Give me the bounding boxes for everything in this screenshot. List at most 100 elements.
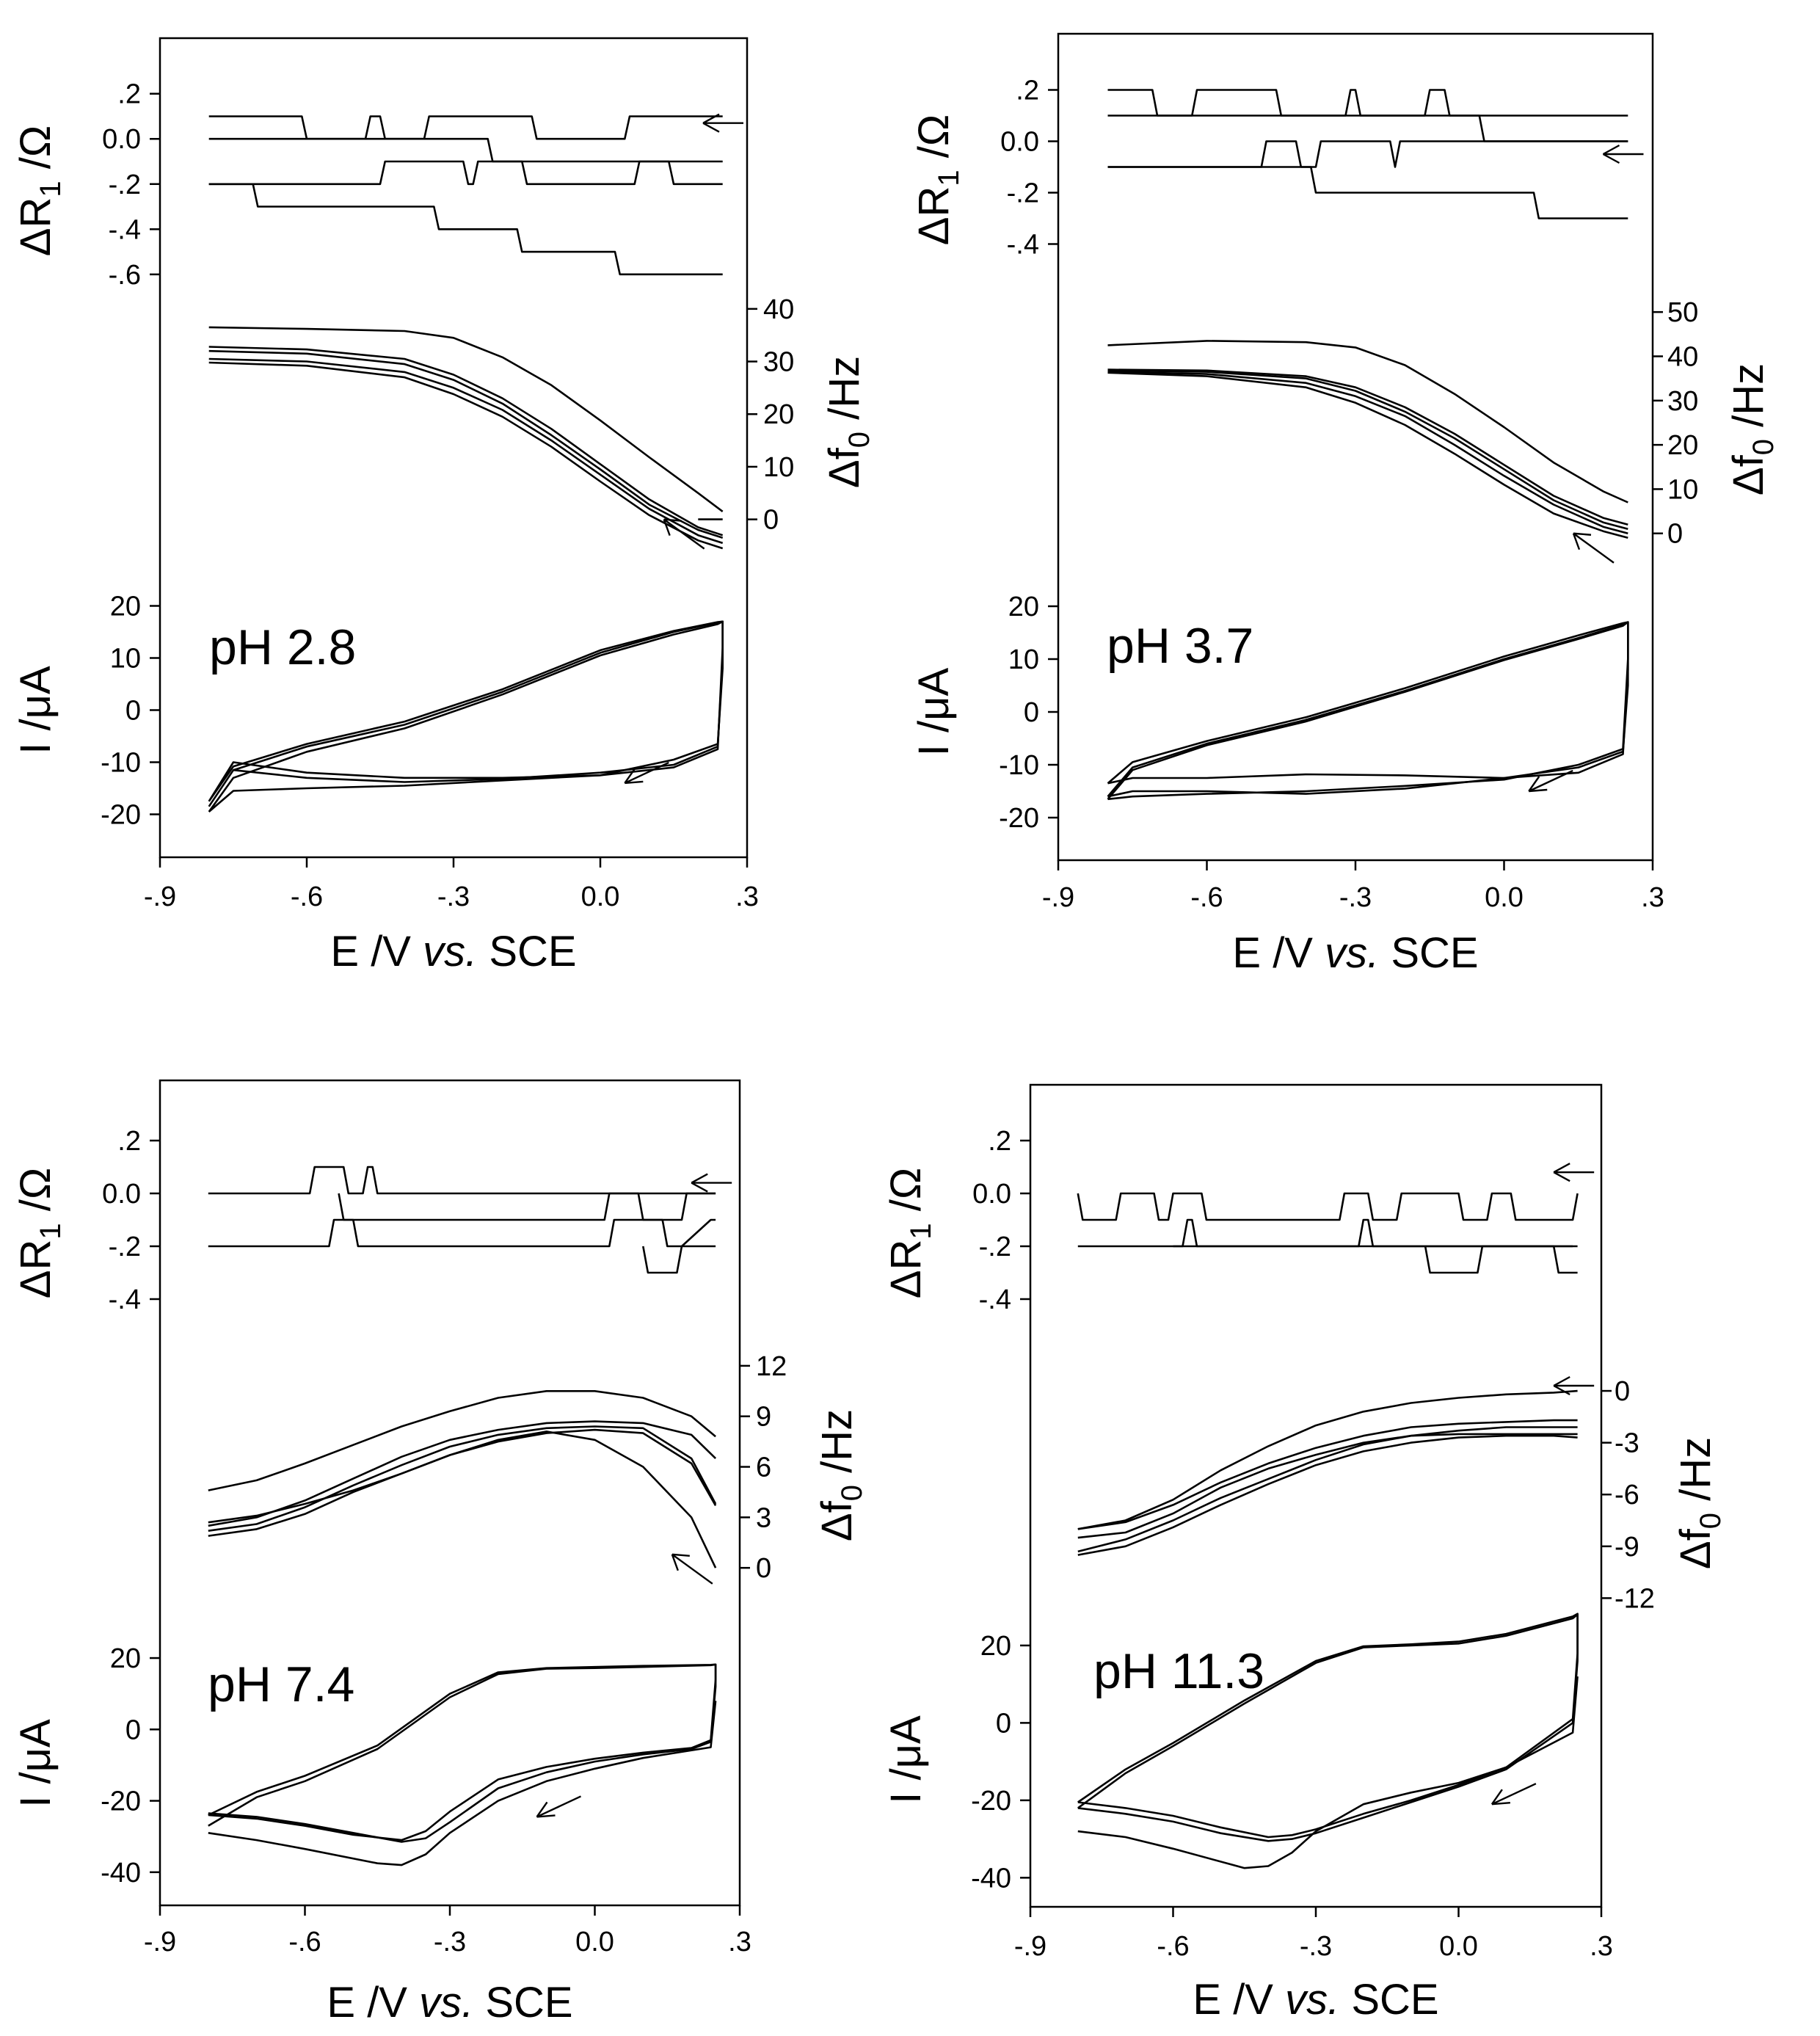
x-axis-label: E /V vs. SCE (330, 928, 576, 975)
current-tick-label: 20 (1008, 592, 1039, 622)
resistance-series-4 (1424, 1245, 1578, 1274)
current-tick-label: -40 (101, 1858, 141, 1888)
resistance-series-1 (208, 115, 723, 140)
current-axis-label: I /μA (12, 666, 59, 755)
frequency-tick-label: 6 (756, 1453, 771, 1483)
current-series-3 (1107, 621, 1629, 801)
resistance-panel: .2 0.0 -.2 -.4 (1000, 76, 1628, 261)
resistance-scan-arrow (702, 113, 743, 133)
resistance-tick-label: -.4 (109, 1284, 141, 1315)
x-axis-label: E /V vs. SCE (327, 1979, 572, 2026)
current-tick-label: -10 (999, 750, 1039, 781)
x-tick-label: -.3 (1300, 1931, 1332, 1962)
frequency-series-1 (1077, 1389, 1578, 1530)
x-tick-label: -.6 (1157, 1931, 1189, 1962)
x-tick-label: 0.0 (575, 1927, 614, 1957)
current-axis-label: I /μA (910, 667, 958, 756)
frequency-tick-label: 0 (756, 1553, 771, 1584)
frequency-tick-label: -3 (1615, 1428, 1639, 1459)
frequency-series-2 (1077, 1419, 1578, 1530)
frequency-tick-label: 50 (1667, 297, 1698, 328)
current-scan-arrow (624, 761, 669, 785)
frequency-tick-label: 30 (1667, 386, 1698, 417)
resistance-tick-label: 0.0 (972, 1179, 1011, 1210)
frequency-tick-label: 10 (1667, 474, 1698, 505)
frequency-tick-label: 12 (756, 1351, 787, 1382)
x-tick-label: -.3 (1339, 882, 1372, 913)
frequency-tick-label: 9 (756, 1402, 771, 1433)
x-tick-label: .3 (1641, 882, 1664, 913)
frequency-tick-label: 40 (1667, 341, 1698, 372)
frequency-scan-arrow (1572, 532, 1615, 564)
resistance-tick-label: 0.0 (1000, 127, 1039, 158)
current-tick-label: 0 (996, 1708, 1011, 1739)
current-tick-label: 20 (110, 592, 141, 622)
frequency-tick-label: 20 (763, 399, 794, 430)
resistance-scan-arrow (691, 1173, 732, 1193)
current-tick-label: -10 (101, 748, 141, 779)
frequency-series-5 (208, 1430, 717, 1568)
resistance-tick-label: -.2 (1007, 178, 1039, 209)
chart-1: -.9 -.6 -.3 0.0 .3 E /V vs. SCE .2 0.0 -.2 -.4 -.6… (12, 37, 876, 975)
ph-label: pH 3.7 (1107, 618, 1253, 674)
frequency-tick-label: -6 (1615, 1480, 1639, 1510)
resistance-tick-label: -.4 (109, 214, 141, 245)
current-tick-label: 0 (125, 696, 141, 727)
resistance-tick-label: -.6 (109, 260, 141, 291)
frequency-tick-label: 0 (1667, 519, 1683, 550)
resistance-series-1 (1107, 89, 1628, 117)
x-tick-label: -.9 (144, 881, 176, 912)
resistance-panel: .2 0.0 -.2 -.4 (102, 1126, 716, 1315)
current-tick-label: 20 (110, 1643, 141, 1674)
current-scan-arrow (1490, 1783, 1537, 1806)
current-series-3 (208, 620, 724, 802)
resistance-series-3 (1107, 140, 1628, 168)
resistance-axis-label: ΔR1 /Ω (910, 114, 965, 245)
resistance-tick-label: -.2 (109, 170, 141, 200)
chart-3: -.9 -.6 -.3 0.0 .3 E /V vs. SCE .2 0.0 -.2 -.4 ΔR1… (12, 1079, 868, 2026)
x-tick-label: -.3 (434, 1927, 466, 1957)
resistance-tick-label: 0.0 (102, 1179, 141, 1210)
ph-label: pH 7.4 (208, 1657, 354, 1712)
frequency-tick-label: 10 (763, 452, 794, 483)
resistance-panel: .2 0.0 -.2 -.4 (972, 1126, 1579, 1315)
resistance-scan-arrow (1553, 1163, 1595, 1182)
chart-2: -.9 -.6 -.3 0.0 .3 E /V vs. SCE .2 0.0 -.2 -.4 ΔR1… (910, 32, 1780, 977)
resistance-axis-label: ΔR1 /Ω (12, 126, 67, 256)
resistance-series-2 (1107, 114, 1628, 142)
resistance-series-1 (208, 1166, 716, 1195)
resistance-tick-label: -.2 (109, 1232, 141, 1262)
frequency-series-4 (208, 357, 724, 545)
current-series-3 (1077, 1676, 1579, 1869)
x-tick-label: 0.0 (1485, 882, 1524, 913)
current-tick-label: -20 (999, 803, 1039, 834)
frequency-series-5 (1107, 371, 1628, 539)
frequency-series-1 (208, 326, 724, 512)
frequency-panel: 50 40 30 20 10 0 (1107, 297, 1698, 550)
resistance-axis-label: ΔR1 /Ω (12, 1168, 67, 1298)
frequency-axis-label: Δf0 /Hz (813, 1409, 868, 1541)
frequency-series-5 (1077, 1433, 1578, 1539)
x-tick-label: 0.0 (1439, 1931, 1478, 1962)
x-axis-label: E /V vs. SCE (1232, 929, 1478, 977)
current-tick-label: -20 (101, 1786, 141, 1817)
x-tick-label: -.6 (291, 881, 323, 912)
frequency-scan-arrow (1553, 1375, 1595, 1396)
frequency-series-3 (1107, 369, 1628, 530)
current-panel: 20 10 0 -10 -20 (101, 592, 724, 831)
current-tick-label: 0 (125, 1715, 141, 1745)
resistance-series-4 (642, 1218, 716, 1274)
x-tick-label: -.3 (437, 881, 470, 912)
x-tick-label: -.9 (144, 1927, 176, 1957)
x-tick-label: -.6 (288, 1927, 321, 1957)
frequency-tick-label: 40 (763, 294, 794, 325)
x-tick-label: .3 (728, 1927, 751, 1957)
resistance-tick-label: -.2 (979, 1232, 1011, 1262)
frequency-series-3 (208, 349, 724, 539)
current-panel: 20 10 0 -10 -20 (999, 592, 1629, 834)
current-scan-arrow (1528, 769, 1573, 793)
frequency-tick-label: -12 (1615, 1583, 1655, 1614)
x-tick-label: -.6 (1190, 882, 1223, 913)
resistance-series-2 (208, 137, 723, 163)
ph-label: pH 2.8 (209, 619, 356, 675)
